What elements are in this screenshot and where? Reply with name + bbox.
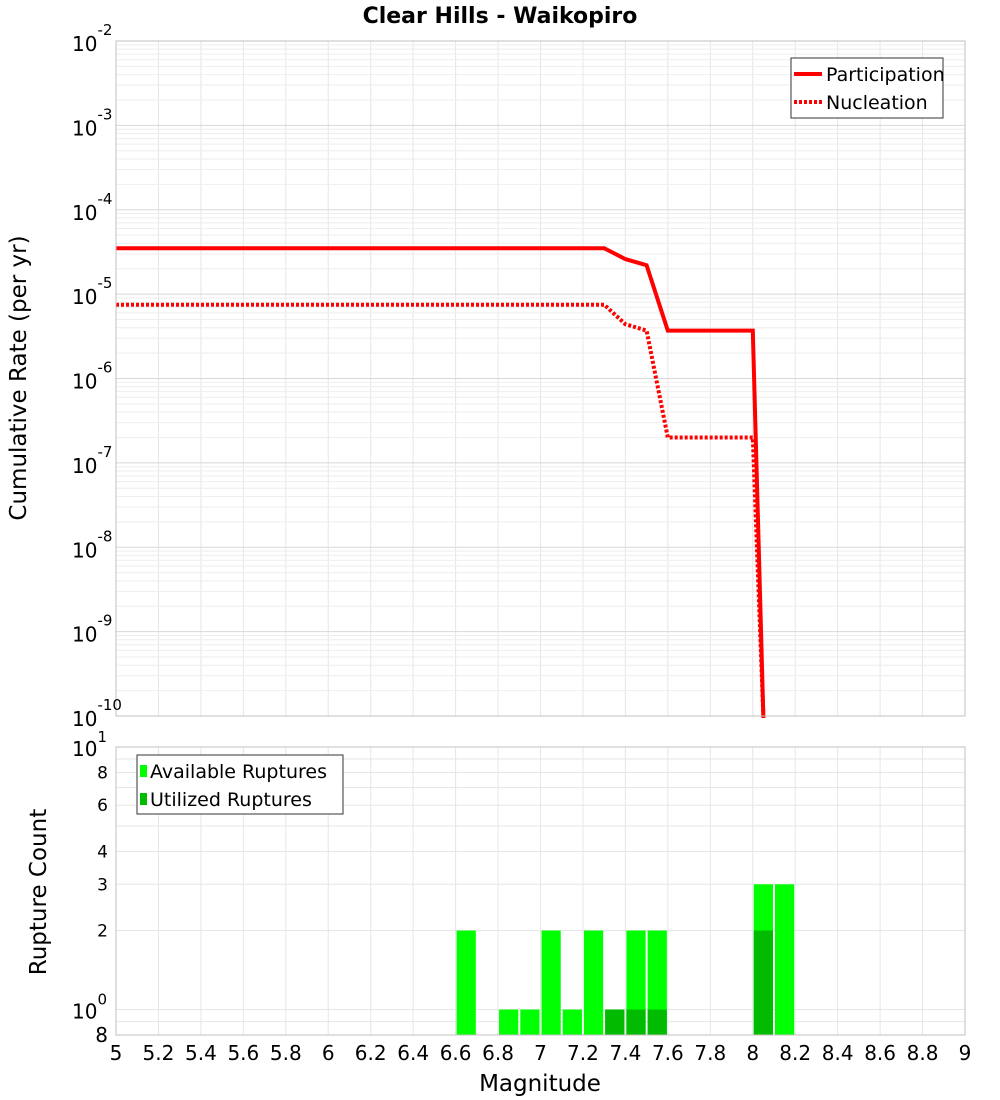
xtick-label: 8.6 — [864, 1041, 896, 1065]
ytick-exponent: -6 — [97, 359, 112, 377]
ytick-label-rate: 10-3 — [72, 105, 112, 140]
xtick-label: 9 — [959, 1041, 972, 1065]
y-axis-label-rate: Cumulative Rate (per yr) — [6, 235, 32, 520]
ytick-exponent: -5 — [97, 274, 112, 292]
xtick-label: 8.8 — [907, 1041, 939, 1065]
rate-panel: 10-210-310-410-510-610-710-810-910-10Par… — [72, 21, 966, 731]
xtick-label: 6.6 — [440, 1041, 472, 1065]
ytick-label-rate: 10-9 — [72, 612, 112, 647]
ytick-base: 10 — [72, 707, 97, 731]
ytick-label-rate: 10-10 — [72, 696, 122, 731]
ytick-base: 10 — [72, 1000, 97, 1024]
legend-rate: Participation Nucleation — [790, 57, 945, 119]
y-axis-label-count: Rupture Count — [26, 809, 52, 975]
ytick-label-count: 3 — [97, 875, 108, 895]
xtick-label: 7.6 — [652, 1041, 684, 1065]
ytick-label-count: 6 — [97, 796, 108, 816]
legend-count: Available Ruptures Utilized Ruptures — [136, 754, 344, 815]
xtick-label: 5.4 — [185, 1041, 217, 1065]
legend-swatch-available — [140, 765, 147, 777]
xtick-label: 7.8 — [694, 1041, 726, 1065]
xtick-label: 5.6 — [227, 1041, 259, 1065]
xtick-label: 5 — [110, 1041, 123, 1065]
bar-utilized — [626, 1009, 646, 1035]
ytick-label-rate: 10-7 — [72, 443, 112, 478]
ytick-exponent: -9 — [97, 612, 112, 630]
legend-label-available: Available Ruptures — [150, 761, 327, 783]
ytick-base: 10 — [72, 116, 97, 140]
legend-swatch-utilized — [140, 793, 147, 805]
ytick-exponent: -2 — [97, 21, 112, 39]
ytick-label-rate: 10-8 — [72, 527, 112, 562]
ytick-exponent: -3 — [97, 105, 112, 123]
xtick-label: 8.4 — [822, 1041, 854, 1065]
ytick-exponent: -8 — [97, 527, 112, 545]
bar-available — [562, 1009, 582, 1035]
legend-label-nucleation: Nucleation — [826, 92, 928, 114]
ytick-label-rate: 10-6 — [72, 359, 112, 394]
xtick-label: 6 — [322, 1041, 335, 1065]
bar-utilized — [753, 930, 773, 1035]
ytick-exponent: -10 — [97, 696, 122, 714]
legend-box-count — [136, 754, 344, 815]
grid-rate — [115, 41, 966, 717]
ytick-base: 10 — [72, 538, 97, 562]
ytick-label-rate: 10-5 — [72, 274, 112, 309]
xtick-label: 8.2 — [779, 1041, 811, 1065]
bar-available — [499, 1009, 519, 1035]
bar-available — [520, 1009, 540, 1035]
ytick-base: 10 — [72, 32, 97, 56]
bar-available — [626, 930, 646, 1035]
legend-label-utilized: Utilized Ruptures — [150, 789, 312, 811]
xtick-label: 5.8 — [270, 1041, 302, 1065]
bar-available — [583, 930, 604, 1035]
ytick-label-rate: 10-2 — [72, 21, 112, 56]
ytick-label-count: 2 — [97, 922, 108, 942]
bar-available — [647, 930, 667, 1035]
ytick-label-count: 4 — [97, 842, 108, 862]
ytick-exponent: -4 — [97, 190, 112, 208]
bar-available — [774, 884, 795, 1035]
ytick-exponent: -7 — [97, 443, 112, 461]
ytick-exponent: 0 — [97, 991, 107, 1009]
bar-available — [456, 930, 476, 1035]
ytick-exponent: 1 — [97, 728, 107, 746]
ytick-label-count: 8 — [95, 1023, 108, 1047]
series-line-participation — [116, 246, 766, 719]
xtick-label: 6.8 — [482, 1041, 514, 1065]
xtick-label: 6.2 — [355, 1041, 387, 1065]
xtick-label: 7.2 — [567, 1041, 599, 1065]
xtick-label: 5.2 — [143, 1041, 175, 1065]
plot-frame-rate — [115, 40, 966, 717]
ytick-base: 10 — [72, 285, 97, 309]
legend-label-participation: Participation — [826, 64, 945, 86]
chart-title: Clear Hills - Waikopiro — [363, 4, 638, 29]
xtick-label: 7.4 — [609, 1041, 641, 1065]
ytick-base: 10 — [72, 370, 97, 394]
x-axis-label: Magnitude — [479, 1071, 601, 1097]
ytick-base: 10 — [72, 454, 97, 478]
ytick-label-rate: 10-4 — [72, 190, 112, 225]
xtick-label: 8 — [746, 1041, 759, 1065]
ytick-label-count: 8 — [97, 763, 108, 783]
xtick-label: 7 — [534, 1041, 547, 1065]
plot-frame-count — [115, 746, 966, 1036]
bar-utilized — [647, 1009, 667, 1035]
ytick-base: 10 — [72, 737, 97, 761]
ytick-major-count: 101 — [72, 728, 107, 761]
ytick-base: 10 — [72, 623, 97, 647]
legend-box-rate — [790, 57, 944, 119]
xtick-label: 6.4 — [397, 1041, 429, 1065]
bar-available — [541, 930, 561, 1035]
ytick-major-count: 100 — [72, 991, 107, 1024]
ytick-base: 10 — [72, 201, 97, 225]
bar-utilized — [605, 1009, 625, 1035]
